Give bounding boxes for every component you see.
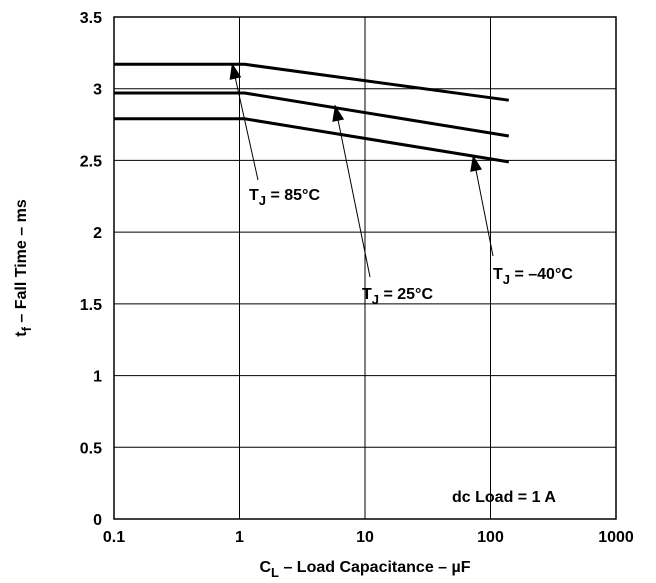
y-tick-label: 0.5 — [80, 440, 102, 457]
y-tick-label: 2 — [93, 225, 102, 242]
y-tick-label: 3.5 — [80, 10, 102, 27]
y-axis-label: tf – Fall Time – ms — [13, 199, 34, 337]
series-label-25c: TJ = 25°C — [362, 286, 433, 307]
x-tick-label: 1000 — [598, 529, 634, 546]
x-tick-label: 100 — [477, 529, 504, 546]
y-tick-label: 2.5 — [80, 153, 102, 170]
y-tick-label: 3 — [93, 82, 102, 99]
x-tick-label: 10 — [356, 529, 374, 546]
grid — [114, 17, 616, 519]
callout-arrows — [229, 62, 494, 278]
y-tick-label: 0 — [93, 512, 102, 529]
y-tick-label: 1.5 — [80, 297, 102, 314]
series-line-25c — [114, 91, 510, 138]
arrow-85c — [229, 62, 259, 181]
series-label-minus40c: TJ = –40°C — [493, 266, 573, 287]
series-line-85c — [114, 62, 510, 102]
y-tick-label: 1 — [93, 369, 102, 386]
arrow-25c — [332, 104, 371, 278]
dc-load-annotation: dc Load = 1 A — [452, 489, 556, 506]
x-tick-label: 0.1 — [103, 529, 125, 546]
y-tick-labels: 0 0.5 1 1.5 2 2.5 3 3.5 — [80, 10, 102, 529]
x-tick-label: 1 — [235, 529, 244, 546]
arrow-minus40c — [470, 154, 494, 257]
x-axis-label: CL – Load Capacitance – µF — [259, 559, 470, 580]
series-label-85c: TJ = 85°C — [249, 187, 320, 208]
x-tick-labels: 0.1 1 10 100 1000 — [103, 529, 634, 546]
